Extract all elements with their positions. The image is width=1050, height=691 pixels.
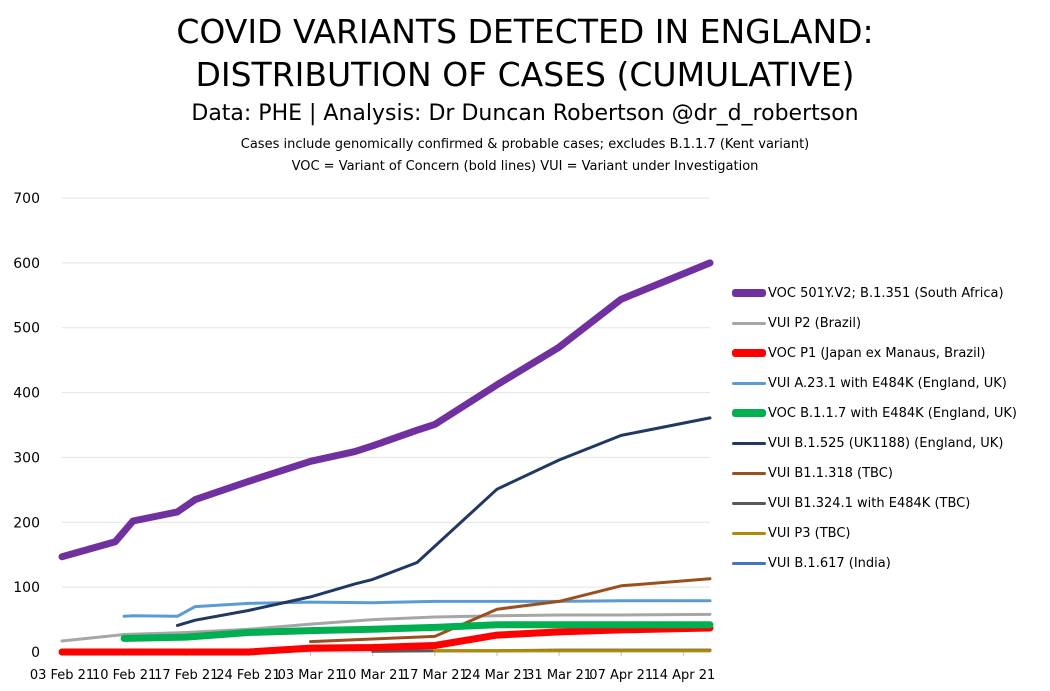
legend-swatch: [732, 441, 766, 445]
x-tick-label: 14 Apr 21: [651, 668, 715, 683]
legend-item: VUI P3 (TBC): [732, 522, 850, 544]
series-line-6: [175, 416, 712, 627]
legend-swatch: [732, 531, 766, 535]
chart-note-2: VOC = Variant of Concern (bold lines) VU…: [291, 159, 759, 174]
legend-label: VUI B1.1.318 (TBC): [768, 465, 893, 481]
legend-item: VUI B.1.617 (India): [732, 552, 891, 574]
legend-label: VOC P1 (Japan ex Manaus, Brazil): [768, 345, 986, 361]
x-tick-label: 07 Apr 21: [589, 668, 653, 683]
legend-swatch: [732, 561, 766, 565]
legend-swatch: [732, 289, 766, 297]
y-tick-label: 100: [13, 580, 40, 596]
legend-swatch: [732, 349, 766, 357]
y-tick-label: 600: [13, 256, 40, 272]
x-tick-label: 17 Feb 21: [154, 668, 218, 683]
chart-title-line-2: DISTRIBUTION OF CASES (CUMULATIVE): [195, 55, 855, 94]
legend-label: VUI B1.324.1 with E484K (TBC): [768, 495, 971, 511]
series-line-2: [60, 612, 712, 643]
x-tick-label: 24 Mar 21: [464, 668, 530, 683]
series-line-7: [309, 577, 712, 644]
legend-label: VUI B.1.525 (UK1188) (England, UK): [768, 435, 1004, 451]
legend-item: VOC P1 (Japan ex Manaus, Brazil): [732, 342, 985, 364]
legend-swatch: [732, 471, 766, 475]
legend-swatch: [732, 321, 766, 325]
y-tick-label: 200: [13, 515, 40, 531]
legend-label: VOC 501Y.V2; B.1.351 (South Africa): [768, 285, 1004, 301]
legend-item: VOC 501Y.V2; B.1.351 (South Africa): [732, 282, 1004, 304]
series-line-4: [122, 599, 712, 618]
legend-label: VUI P2 (Brazil): [768, 315, 862, 331]
legend-item: VOC B.1.1.7 with E484K (England, UK): [732, 402, 1017, 424]
x-tick-label: 10 Mar 21: [340, 668, 406, 683]
legend-item: VUI P2 (Brazil): [732, 312, 861, 334]
chart-note-1: Cases include genomically confirmed & pr…: [240, 137, 810, 152]
legend-label: VUI P3 (TBC): [768, 525, 851, 541]
chart-title-line-1: COVID VARIANTS DETECTED IN ENGLAND:: [176, 12, 874, 51]
x-tick-label: 03 Mar 21: [278, 668, 344, 683]
legend-label: VOC B.1.1.7 with E484K (England, UK): [768, 405, 1017, 421]
x-tick-label: 10 Feb 21: [92, 668, 156, 683]
series-line-3: [58, 624, 714, 656]
legend-label: VUI A.23.1 with E484K (England, UK): [768, 375, 1007, 391]
legend-swatch: [732, 381, 766, 385]
series-line-5: [120, 621, 714, 642]
legend-swatch: [732, 409, 766, 417]
x-tick-label: 17 Mar 21: [402, 668, 468, 683]
y-tick-label: 500: [13, 321, 40, 337]
legend-label: VUI B.1.617 (India): [768, 555, 891, 571]
y-tick-label: 400: [13, 386, 40, 402]
y-tick-label: 300: [13, 450, 40, 466]
x-tick-label: 31 Mar 21: [526, 668, 592, 683]
legend-item: VUI B1.324.1 with E484K (TBC): [732, 492, 970, 514]
legend-swatch: [732, 501, 766, 505]
legend-item: VUI B1.1.318 (TBC): [732, 462, 893, 484]
x-tick-label: 24 Feb 21: [216, 668, 280, 683]
legend-item: VUI B.1.525 (UK1188) (England, UK): [732, 432, 1003, 454]
legend-item: VUI A.23.1 with E484K (England, UK): [732, 372, 1007, 394]
y-tick-label: 0: [31, 645, 40, 661]
x-tick-label: 03 Feb 21: [30, 668, 94, 683]
chart-subtitle: Data: PHE | Analysis: Dr Duncan Robertso…: [191, 101, 859, 126]
series-line-1: [58, 259, 714, 561]
y-tick-label: 700: [13, 191, 40, 207]
